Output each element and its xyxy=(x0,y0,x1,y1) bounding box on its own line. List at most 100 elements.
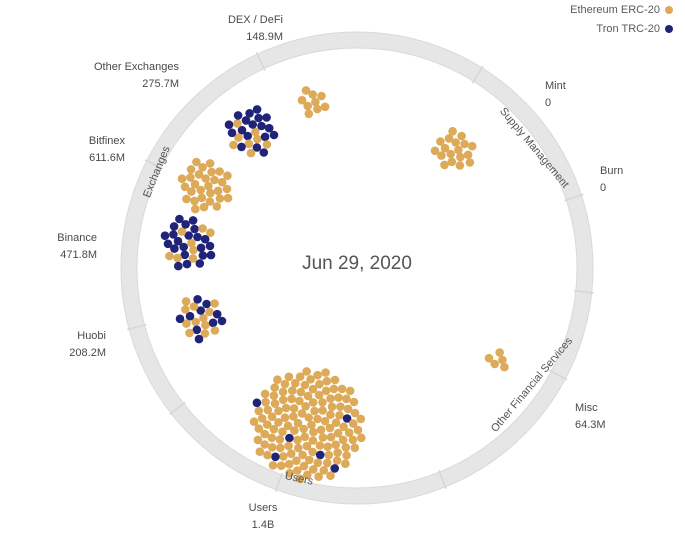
trc20-dot-users[interactable] xyxy=(342,414,352,423)
erc20-dot-users[interactable] xyxy=(327,402,337,412)
erc20-dot-bitfinex[interactable] xyxy=(223,193,233,203)
erc20-dot-bitfinex[interactable] xyxy=(190,179,200,189)
trc20-dot-binance[interactable] xyxy=(188,216,198,225)
erc20-dot-users[interactable] xyxy=(249,417,259,427)
trc20-dot-huobi[interactable] xyxy=(217,316,227,326)
erc20-dot-bitfinex[interactable] xyxy=(192,157,201,167)
erc20-dot-huobi[interactable] xyxy=(200,329,210,338)
erc20-dot-mint[interactable] xyxy=(440,143,450,153)
erc20-dot-users[interactable] xyxy=(280,413,290,423)
erc20-dot-dex-defi[interactable] xyxy=(303,101,313,111)
erc20-dot-users[interactable] xyxy=(323,458,332,468)
erc20-dot-users[interactable] xyxy=(313,414,322,424)
trc20-dot-other-exchanges[interactable] xyxy=(243,131,252,141)
erc20-dot-users[interactable] xyxy=(290,426,299,435)
erc20-dot-users[interactable] xyxy=(268,461,278,470)
trc20-dot-binance[interactable] xyxy=(182,259,192,269)
erc20-dot-users[interactable] xyxy=(254,424,264,433)
erc20-dot-users[interactable] xyxy=(337,384,347,394)
erc20-dot-users[interactable] xyxy=(315,441,325,450)
erc20-dot-users[interactable] xyxy=(331,440,341,450)
erc20-dot-users[interactable] xyxy=(286,449,296,459)
erc20-dot-users[interactable] xyxy=(309,465,318,474)
erc20-dot-users[interactable] xyxy=(313,370,322,380)
erc20-dot-dex-defi[interactable] xyxy=(317,91,326,101)
trc20-dot-binance[interactable] xyxy=(170,244,179,253)
erc20-dot-users[interactable] xyxy=(314,390,324,400)
trc20-dot-other-exchanges[interactable] xyxy=(264,123,274,133)
erc20-dot-users[interactable] xyxy=(283,421,293,431)
erc20-dot-users[interactable] xyxy=(342,451,351,460)
erc20-dot-users[interactable] xyxy=(300,380,310,390)
erc20-dot-bitfinex[interactable] xyxy=(182,194,191,204)
erc20-dot-users[interactable] xyxy=(303,391,313,401)
erc20-dot-users[interactable] xyxy=(269,424,279,434)
erc20-dot-users[interactable] xyxy=(296,387,306,397)
trc20-dot-huobi[interactable] xyxy=(185,311,195,321)
legend-item-trc20[interactable]: Tron TRC-20 xyxy=(570,19,673,38)
trc20-dot-binance[interactable] xyxy=(193,232,202,242)
erc20-dot-users[interactable] xyxy=(277,461,286,471)
erc20-dot-users[interactable] xyxy=(316,425,326,435)
erc20-dot-users[interactable] xyxy=(295,396,304,406)
erc20-dot-users[interactable] xyxy=(318,406,327,415)
erc20-dot-mint[interactable] xyxy=(455,161,465,170)
erc20-dot-users[interactable] xyxy=(308,398,318,407)
trc20-dot-other-exchanges[interactable] xyxy=(241,116,251,125)
erc20-dot-users[interactable] xyxy=(297,409,307,418)
erc20-dot-bitfinex[interactable] xyxy=(180,182,190,192)
erc20-dot-users[interactable] xyxy=(289,404,299,413)
erc20-dot-users[interactable] xyxy=(299,461,309,471)
erc20-dot-mint[interactable] xyxy=(463,150,473,160)
erc20-dot-users[interactable] xyxy=(253,435,263,445)
erc20-dot-users[interactable] xyxy=(356,414,366,424)
erc20-dot-users[interactable] xyxy=(335,411,344,420)
erc20-dot-users[interactable] xyxy=(276,443,285,453)
erc20-dot-users[interactable] xyxy=(319,466,329,475)
erc20-dot-users[interactable] xyxy=(325,423,335,433)
erc20-dot-users[interactable] xyxy=(274,406,283,416)
erc20-dot-users[interactable] xyxy=(308,384,318,394)
erc20-dot-binance[interactable] xyxy=(165,251,174,261)
erc20-dot-bitfinex[interactable] xyxy=(223,171,232,180)
erc20-dot-users[interactable] xyxy=(274,418,283,427)
erc20-dot-users[interactable] xyxy=(267,412,277,422)
erc20-dot-misc[interactable] xyxy=(484,353,494,363)
erc20-dot-bitfinex[interactable] xyxy=(186,173,195,182)
erc20-dot-misc[interactable] xyxy=(498,355,507,365)
erc20-dot-users[interactable] xyxy=(344,428,354,438)
erc20-dot-mint[interactable] xyxy=(454,145,463,155)
erc20-dot-bitfinex[interactable] xyxy=(187,187,196,196)
erc20-dot-mint[interactable] xyxy=(437,151,446,160)
erc20-dot-users[interactable] xyxy=(293,418,303,428)
erc20-dot-huobi[interactable] xyxy=(182,319,191,328)
erc20-dot-huobi[interactable] xyxy=(189,302,199,311)
erc20-dot-mint[interactable] xyxy=(446,149,456,159)
erc20-dot-users[interactable] xyxy=(284,459,294,469)
trc20-dot-binance[interactable] xyxy=(195,259,205,268)
erc20-dot-users[interactable] xyxy=(260,440,270,449)
erc20-dot-users[interactable] xyxy=(353,425,363,435)
erc20-dot-mint[interactable] xyxy=(456,152,465,162)
erc20-dot-bitfinex[interactable] xyxy=(190,196,199,206)
category-label-users[interactable]: Users 1.4B xyxy=(237,500,289,534)
erc20-dot-users[interactable] xyxy=(278,387,288,397)
erc20-dot-bitfinex[interactable] xyxy=(215,194,225,203)
trc20-dot-huobi[interactable] xyxy=(192,325,202,335)
erc20-dot-users[interactable] xyxy=(287,394,296,404)
erc20-dot-users[interactable] xyxy=(306,375,315,384)
erc20-dot-users[interactable] xyxy=(350,408,360,418)
erc20-dot-bitfinex[interactable] xyxy=(206,188,215,198)
trc20-dot-binance[interactable] xyxy=(196,243,206,253)
erc20-dot-mint[interactable] xyxy=(451,138,461,147)
erc20-dot-users[interactable] xyxy=(284,441,293,451)
trc20-dot-binance[interactable] xyxy=(205,241,215,251)
erc20-dot-bitfinex[interactable] xyxy=(205,197,215,206)
erc20-dot-mint[interactable] xyxy=(447,157,457,167)
erc20-dot-users[interactable] xyxy=(331,418,341,428)
trc20-dot-binance[interactable] xyxy=(160,231,170,240)
trc20-dot-huobi[interactable] xyxy=(193,295,202,304)
erc20-dot-binance[interactable] xyxy=(173,253,182,263)
legend-item-erc20[interactable]: Ethereum ERC-20 xyxy=(570,0,673,19)
erc20-dot-users[interactable] xyxy=(275,435,285,444)
